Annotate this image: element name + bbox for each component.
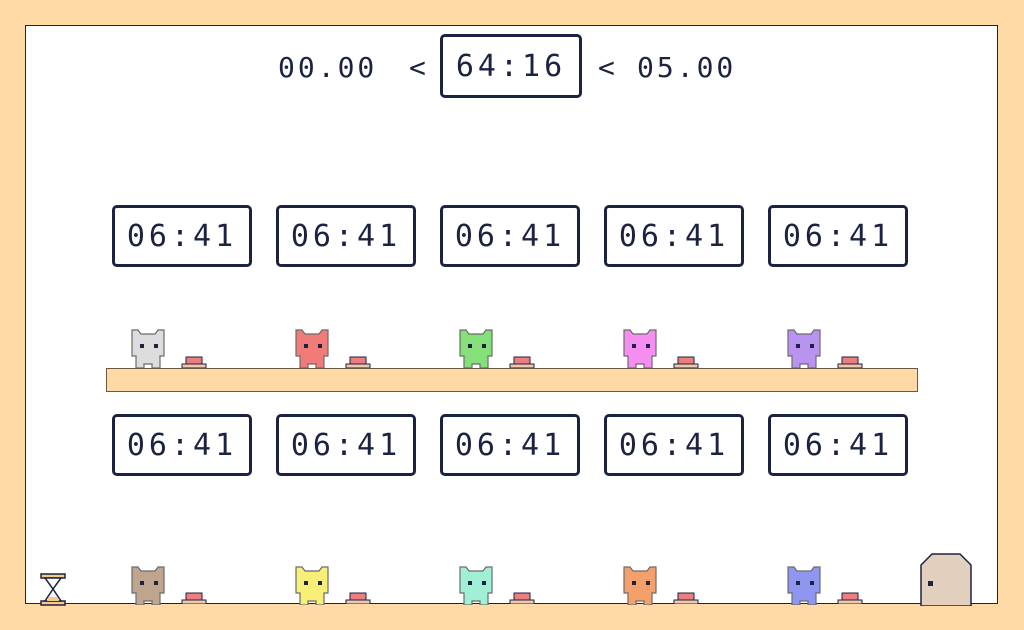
- timer-top-5: 06:41: [768, 205, 908, 267]
- upper-button-5-icon[interactable]: [837, 356, 863, 368]
- upper-button-3-icon[interactable]: [509, 356, 535, 368]
- upper-cat-1-icon[interactable]: [130, 328, 166, 368]
- timer-top-4-label: 06:41: [618, 218, 730, 254]
- right-time-label: 05.00: [637, 51, 737, 84]
- lower-button-4-icon[interactable]: [673, 592, 699, 604]
- timer-top-4: 06:41: [604, 205, 744, 267]
- timer-top-5-label: 06:41: [782, 218, 894, 254]
- lower-cat-4-icon[interactable]: [622, 565, 658, 605]
- lower-cat-2-icon[interactable]: [294, 565, 330, 605]
- timer-top-3-label: 06:41: [454, 218, 566, 254]
- lower-button-1-icon[interactable]: [181, 592, 207, 604]
- timer-top-1-label: 06:41: [126, 218, 238, 254]
- timer-bottom-2: 06:41: [276, 414, 416, 476]
- lower-button-5-icon[interactable]: [837, 592, 863, 604]
- timer-bottom-1-label: 06:41: [126, 427, 238, 463]
- main-timer: 64:16: [440, 34, 582, 98]
- platform: [106, 368, 918, 392]
- timer-top-1: 06:41: [112, 205, 252, 267]
- timer-bottom-2-label: 06:41: [290, 427, 402, 463]
- timer-bottom-3-label: 06:41: [454, 427, 566, 463]
- door-icon[interactable]: [920, 553, 972, 606]
- main-timer-label: 64:16: [455, 48, 567, 84]
- upper-cat-2-icon[interactable]: [294, 328, 330, 368]
- left-time-label: 00.00: [278, 51, 378, 84]
- right-separator: <: [598, 51, 618, 84]
- upper-cat-5-icon[interactable]: [786, 328, 822, 368]
- lower-button-3-icon[interactable]: [509, 592, 535, 604]
- upper-cat-3-icon[interactable]: [458, 328, 494, 368]
- timer-top-3: 06:41: [440, 205, 580, 267]
- upper-button-1-icon[interactable]: [181, 356, 207, 368]
- upper-cat-4-icon[interactable]: [622, 328, 658, 368]
- timer-bottom-1: 06:41: [112, 414, 252, 476]
- left-separator: <: [409, 51, 429, 84]
- lower-cat-3-icon[interactable]: [458, 565, 494, 605]
- game-stage: 00.00 < 64:16 < 05.00 06:41 06:41 06:41 …: [25, 25, 998, 606]
- upper-button-4-icon[interactable]: [673, 356, 699, 368]
- lower-cat-1-icon[interactable]: [130, 565, 166, 605]
- timer-bottom-5-label: 06:41: [782, 427, 894, 463]
- lower-cat-5-icon[interactable]: [786, 565, 822, 605]
- upper-button-2-icon[interactable]: [345, 356, 371, 368]
- timer-top-2-label: 06:41: [290, 218, 402, 254]
- timer-bottom-3: 06:41: [440, 414, 580, 476]
- timer-bottom-5: 06:41: [768, 414, 908, 476]
- timer-top-2: 06:41: [276, 205, 416, 267]
- hourglass-icon[interactable]: [39, 573, 67, 606]
- timer-bottom-4-label: 06:41: [618, 427, 730, 463]
- lower-button-2-icon[interactable]: [345, 592, 371, 604]
- timer-bottom-4: 06:41: [604, 414, 744, 476]
